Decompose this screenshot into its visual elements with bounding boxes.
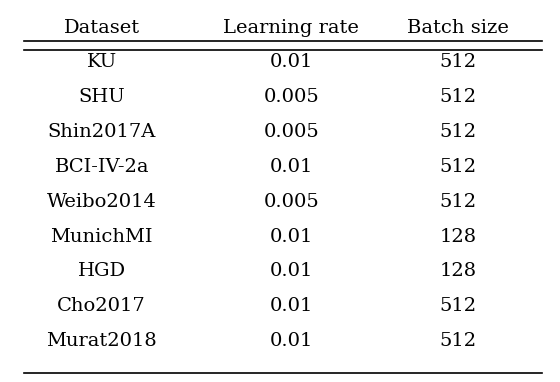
Text: 512: 512 bbox=[440, 332, 477, 350]
Text: Weibo2014: Weibo2014 bbox=[46, 193, 157, 210]
Text: 0.005: 0.005 bbox=[263, 88, 319, 106]
Text: 0.01: 0.01 bbox=[269, 228, 313, 246]
Text: SHU: SHU bbox=[78, 88, 125, 106]
Text: 0.01: 0.01 bbox=[269, 332, 313, 350]
Text: Murat2018: Murat2018 bbox=[46, 332, 157, 350]
Text: Dataset: Dataset bbox=[64, 19, 140, 37]
Text: 512: 512 bbox=[440, 193, 477, 210]
Text: 512: 512 bbox=[440, 53, 477, 71]
Text: 512: 512 bbox=[440, 158, 477, 176]
Text: 512: 512 bbox=[440, 297, 477, 315]
Text: Cho2017: Cho2017 bbox=[57, 297, 146, 315]
Text: KU: KU bbox=[87, 53, 116, 71]
Text: HGD: HGD bbox=[78, 262, 126, 280]
Text: BCI-IV-2a: BCI-IV-2a bbox=[54, 158, 149, 176]
Text: 512: 512 bbox=[440, 123, 477, 141]
Text: MunichMI: MunichMI bbox=[50, 228, 153, 246]
Text: 0.005: 0.005 bbox=[263, 193, 319, 210]
Text: 512: 512 bbox=[440, 88, 477, 106]
Text: Learning rate: Learning rate bbox=[223, 19, 359, 37]
Text: 0.01: 0.01 bbox=[269, 158, 313, 176]
Text: 128: 128 bbox=[440, 228, 477, 246]
Text: 0.005: 0.005 bbox=[263, 123, 319, 141]
Text: Batch size: Batch size bbox=[407, 19, 509, 37]
Text: 128: 128 bbox=[440, 262, 477, 280]
Text: Shin2017A: Shin2017A bbox=[48, 123, 156, 141]
Text: 0.01: 0.01 bbox=[269, 297, 313, 315]
Text: 0.01: 0.01 bbox=[269, 262, 313, 280]
Text: 0.01: 0.01 bbox=[269, 53, 313, 71]
